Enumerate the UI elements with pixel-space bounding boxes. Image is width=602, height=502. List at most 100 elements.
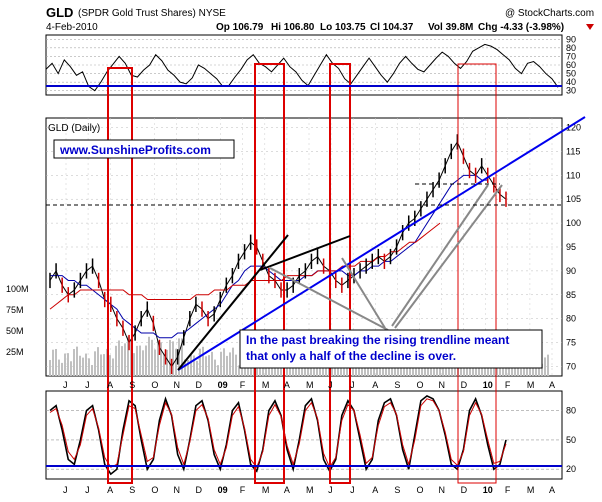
volume-bar xyxy=(169,339,171,376)
stoch-d-line xyxy=(49,398,507,469)
stockcharts-watermark: @ StockCharts.com xyxy=(505,8,594,19)
stoch-tick-label: 50 xyxy=(566,435,576,445)
volume-bar xyxy=(214,359,216,376)
x-tick-label: M xyxy=(262,380,270,390)
x-tick-label-bottom: S xyxy=(129,485,135,495)
volume-bar xyxy=(520,368,522,376)
x-tick-label-bottom: S xyxy=(394,485,400,495)
price-line xyxy=(49,140,507,368)
x-tick-label: F xyxy=(505,380,511,390)
price-tick-label: 85 xyxy=(566,290,576,300)
volume-bar xyxy=(208,355,210,376)
volume-bar xyxy=(163,354,165,376)
stoch-tick-label: 80 xyxy=(566,406,576,416)
volume-bar xyxy=(469,365,471,376)
volume-bar xyxy=(415,363,417,376)
header-change: Chg -4.33 (-3.98%) xyxy=(478,22,564,33)
volume-bar xyxy=(202,346,204,376)
x-tick-label-bottom: F xyxy=(505,485,511,495)
volume-bar xyxy=(229,352,231,376)
volume-bar xyxy=(85,353,87,376)
volume-bar xyxy=(178,338,180,376)
volume-bar xyxy=(97,347,99,376)
volume-bar xyxy=(88,358,90,376)
highlight-box-jun xyxy=(329,63,351,484)
x-tick-label: D xyxy=(196,380,203,390)
volume-bar xyxy=(289,364,291,376)
x-tick-label-bottom: M xyxy=(262,485,270,495)
volume-bar xyxy=(127,336,129,376)
highlight-box-mar xyxy=(254,63,285,484)
header-volume: Vol 39.8M xyxy=(428,22,473,33)
price-tick-label: 80 xyxy=(566,314,576,324)
x-tick-label: S xyxy=(394,380,400,390)
x-tick-label: M xyxy=(306,380,314,390)
highlight-box-aug xyxy=(107,67,133,484)
price-tick-label: 95 xyxy=(566,242,576,252)
volume-bar xyxy=(136,345,138,376)
volume-bar xyxy=(226,355,228,376)
x-tick-label-bottom: A xyxy=(372,485,378,495)
x-tick-label-bottom: J xyxy=(350,485,355,495)
volume-bar xyxy=(223,348,225,376)
volume-tick-label: 75M xyxy=(6,305,24,315)
volume-bar xyxy=(112,358,114,376)
volume-bar xyxy=(64,353,66,376)
price-tick-label: 70 xyxy=(566,361,576,371)
website-url: www.SunshineProfits.com xyxy=(59,143,211,157)
volume-bar xyxy=(193,355,195,376)
volume-bar xyxy=(148,336,150,376)
annotation-box xyxy=(239,329,543,369)
x-tick-label: M xyxy=(527,380,535,390)
pointer-2 xyxy=(341,257,386,329)
down-triangle-icon xyxy=(586,24,594,30)
price-tick-label: 110 xyxy=(566,170,580,180)
volume-bar xyxy=(61,362,63,376)
volume-bar xyxy=(76,346,78,376)
price-tick-label: 100 xyxy=(566,218,581,228)
x-tick-label-bottom: O xyxy=(151,485,158,495)
volume-bar xyxy=(217,365,219,376)
volume-bar xyxy=(142,350,144,376)
x-tick-label: A xyxy=(549,380,555,390)
x-tick-label: N xyxy=(173,380,180,390)
x-tick-label: O xyxy=(151,380,158,390)
x-tick-label-bottom: 10 xyxy=(483,485,493,495)
header-high: Hi 106.80 xyxy=(271,22,315,33)
annotation-text: In the past breaking the rising trendlin… xyxy=(246,333,509,363)
volume-bar xyxy=(211,351,213,376)
ticker-symbol: GLD xyxy=(46,5,73,20)
volume-bar xyxy=(124,343,126,376)
volume-tick-label: 25M xyxy=(6,347,24,357)
volume-bar xyxy=(220,351,222,376)
volume-bar xyxy=(91,365,93,376)
x-tick-label: A xyxy=(284,380,290,390)
website-box xyxy=(53,139,235,159)
x-tick-label: 09 xyxy=(218,380,228,390)
x-tick-label-bottom: J xyxy=(85,485,90,495)
volume-bar xyxy=(544,357,546,376)
volume-bar xyxy=(160,342,162,376)
header-date: 4-Feb-2010 xyxy=(46,22,98,33)
pointer-1 xyxy=(269,267,389,331)
rsi-tick-label: 40 xyxy=(566,77,576,87)
x-tick-label-bottom: M xyxy=(306,485,314,495)
volume-bar xyxy=(154,349,156,376)
volume-bar xyxy=(157,341,159,376)
volume-bar xyxy=(115,345,117,376)
volume-bar xyxy=(121,346,123,376)
volume-bar xyxy=(55,348,57,376)
volume-bar xyxy=(67,353,69,376)
x-tick-label-bottom: D xyxy=(461,485,468,495)
volume-bar xyxy=(58,359,60,376)
x-tick-label: J xyxy=(63,380,68,390)
volume-bar xyxy=(133,353,135,376)
x-tick-label: J xyxy=(350,380,355,390)
volume-bar xyxy=(232,347,234,376)
volume-bar xyxy=(175,348,177,376)
volume-bar xyxy=(268,363,270,376)
rsi-tick-label: 50 xyxy=(566,69,576,79)
price-tick-label: 75 xyxy=(566,338,576,348)
price-tick-label: 115 xyxy=(566,146,580,156)
volume-bar xyxy=(94,351,96,376)
